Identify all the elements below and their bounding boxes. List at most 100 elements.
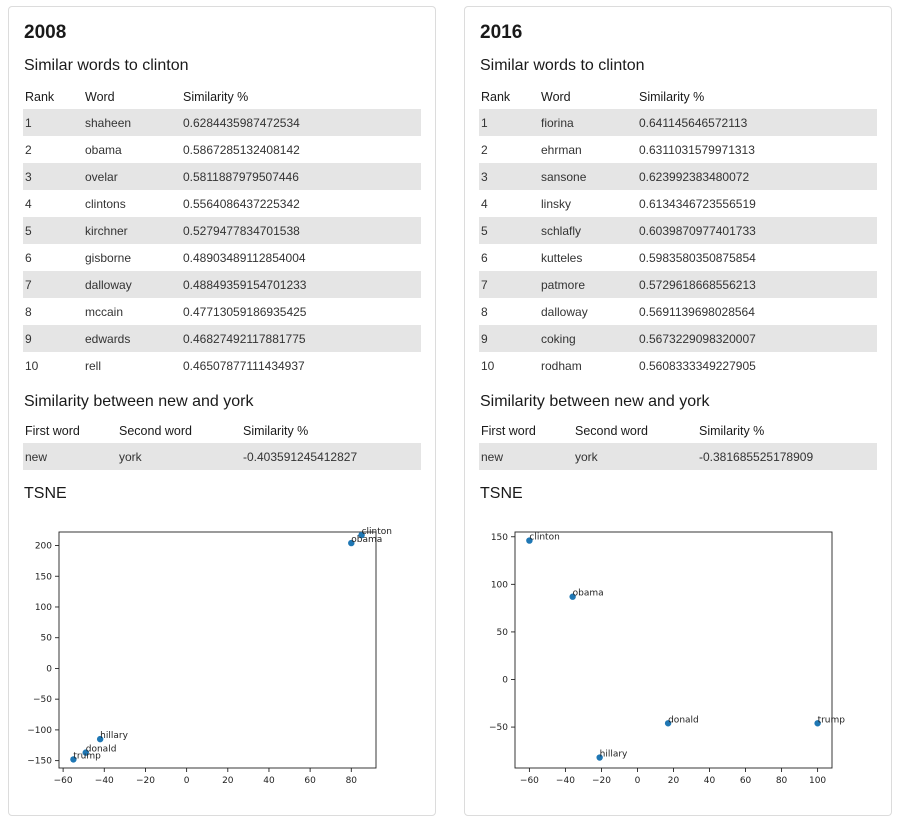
similarity-cell: 0.5729618668556213 [637, 271, 877, 298]
similar-words-table: Rank Word Similarity % 1 fiorina 0.6411456… [479, 85, 877, 379]
table-row: 4 linsky 0.6134346723556519 [479, 190, 877, 217]
word-cell: kutteles [541, 250, 583, 265]
y-tick-label: −50 [489, 723, 508, 733]
word-cell: obama [85, 142, 122, 157]
y-tick-label: 50 [497, 628, 509, 638]
tsne-scatter-plot: −60 −40 −20 0 20 40 60 80 100 −50 0 50 100 150 clinton… [489, 531, 845, 786]
word-cell: fiorina [539, 109, 637, 136]
table-header-row: Rank Word Similarity % [23, 85, 421, 109]
table-row: 10 rodham 0.5608333349227905 [479, 352, 877, 379]
rank-cell: 4 [25, 196, 32, 211]
word-cell: ovelar [83, 163, 181, 190]
y-tick-label: 0 [502, 676, 508, 686]
scatter-point-donald [664, 720, 672, 727]
table-row: 3 sansone 0.623992383480072 [479, 163, 877, 190]
similarity-cell: 0.48849359154701233 [181, 271, 421, 298]
y-tick-label: −100 [27, 726, 52, 736]
point-label-clinton: clinton [362, 527, 392, 537]
x-tick-label: 40 [263, 776, 275, 786]
y-tick-label: 100 [491, 580, 508, 590]
y-tick-label: 150 [491, 533, 508, 543]
pair-similarity-table: First word Second word Similarity % new y… [479, 419, 877, 470]
x-tick-label: 20 [668, 776, 680, 786]
rank-cell: 5 [23, 217, 83, 244]
table-row: 8 dalloway 0.5691139698028564 [479, 298, 877, 325]
point-label-donald: donald [86, 745, 117, 755]
second-word-cell: york [573, 443, 697, 470]
x-tick-label: 80 [776, 776, 788, 786]
scatter-point-hillary [596, 754, 603, 761]
column-header-similarity: Similarity % [699, 424, 765, 438]
word-cell: patmore [539, 271, 637, 298]
first-word-cell: new [23, 443, 117, 470]
table-row: 8 mccain 0.47713059186935425 [23, 298, 421, 325]
y-tick-label: 100 [35, 603, 52, 613]
tsne-heading: TSNE [480, 485, 523, 502]
y-tick-label: 50 [41, 634, 53, 644]
table-header-row: Rank Word Similarity % [479, 85, 877, 109]
table-row: 6 kutteles 0.5983580350875854 [479, 244, 877, 271]
scatter-point-obama [569, 593, 576, 600]
table-row: 9 edwards 0.46827492117881775 [23, 325, 421, 352]
similarity-cell: 0.5983580350875854 [639, 250, 756, 265]
rank-cell: 10 [25, 358, 39, 373]
word-cell: linsky [541, 196, 572, 211]
column-header-first-word: First word [25, 424, 80, 438]
rank-cell: 9 [479, 325, 539, 352]
x-tick-label: 60 [304, 776, 316, 786]
rank-cell: 1 [23, 109, 83, 136]
x-tick-label: −40 [556, 776, 575, 786]
table-row: new york -0.381685525178909 [479, 443, 877, 470]
rank-cell: 8 [481, 304, 488, 319]
rank-cell: 4 [481, 196, 488, 211]
plot-frame [514, 531, 833, 769]
scatter-point-trump [814, 720, 821, 727]
table-row: 2 ehrman 0.6311031579971313 [479, 136, 877, 163]
x-tick-label: −40 [95, 776, 114, 786]
similarity-cell: 0.623992383480072 [637, 163, 877, 190]
table-row: 7 dalloway 0.48849359154701233 [23, 271, 421, 298]
similarity-cell: 0.5673229098320007 [637, 325, 877, 352]
pair-similarity-heading: Similarity between new and york [480, 393, 710, 410]
word-cell: kirchner [83, 217, 181, 244]
table-header-row: First word Second word Similarity % [23, 419, 421, 443]
similarity-cell: 0.6039870977401733 [637, 217, 877, 244]
point-label-trump: trump [73, 751, 101, 761]
x-tick-label: −20 [592, 776, 611, 786]
y-tick-label: −150 [27, 757, 52, 767]
point-label-obama: obama [573, 589, 604, 599]
tsne-heading: TSNE [24, 485, 67, 502]
scatter-point-clinton [358, 531, 365, 539]
column-header-second-word: Second word [575, 424, 648, 438]
pair-similarity-table: First word Second word Similarity % new y… [23, 419, 421, 470]
table-row: 7 patmore 0.5729618668556213 [479, 271, 877, 298]
scatter-point-clinton [526, 537, 533, 544]
word-cell: clintons [85, 196, 126, 211]
x-tick-label: −60 [520, 776, 539, 786]
point-label-donald: donald [668, 715, 699, 725]
year-title: 2016 [480, 22, 523, 43]
word-cell: ehrman [541, 142, 582, 157]
y-tick-label: 200 [35, 542, 52, 552]
point-label-clinton: clinton [529, 533, 559, 543]
word-cell: gisborne [85, 250, 132, 265]
word-cell: rell [85, 358, 102, 373]
column-header-first-word: First word [481, 424, 536, 438]
table-row: 3 ovelar 0.5811887979507446 [23, 163, 421, 190]
tsne-scatter-plot: −60 −40 −20 0 20 40 60 80 −150 −100 −50 0 50 100 150 20… [27, 527, 392, 786]
table-row: 5 schlafly 0.6039870977401733 [479, 217, 877, 244]
rank-cell: 2 [25, 142, 32, 157]
similarity-cell: 0.5691139698028564 [639, 304, 755, 319]
rank-cell: 5 [479, 217, 539, 244]
similarity-cell: 0.641145646572113 [637, 109, 877, 136]
rank-cell: 7 [479, 271, 539, 298]
similarity-cell: 0.47713059186935425 [183, 304, 307, 319]
similarity-cell: 0.6284435987472534 [181, 109, 421, 136]
x-tick-label: 100 [809, 776, 826, 786]
scatter-point-obama [348, 539, 355, 547]
word-cell: rodham [541, 358, 582, 373]
similarity-cell: 0.6134346723556519 [639, 196, 756, 211]
word-cell: schlafly [539, 217, 637, 244]
scatter-point-donald [82, 749, 89, 756]
rank-cell: 3 [23, 163, 83, 190]
